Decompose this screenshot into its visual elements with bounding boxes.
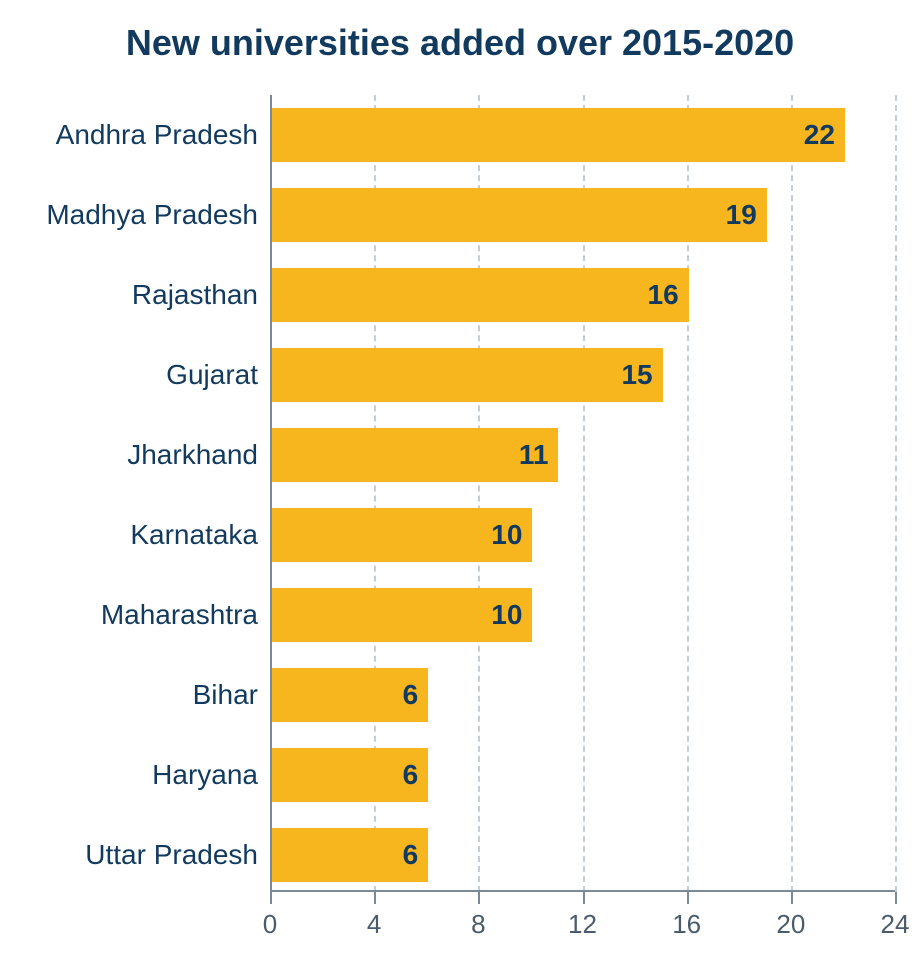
- x-tick: [374, 892, 376, 904]
- bar: 11: [272, 428, 558, 482]
- x-tick: [270, 892, 272, 904]
- bar: 10: [272, 588, 532, 642]
- bar-value-label: 10: [491, 519, 522, 551]
- x-tick-label: 16: [672, 909, 701, 940]
- bar: 6: [272, 748, 428, 802]
- bar: 22: [272, 108, 845, 162]
- y-category-label: Jharkhand: [0, 439, 258, 471]
- y-category-label: Uttar Pradesh: [0, 839, 258, 871]
- gridline: [895, 95, 897, 892]
- y-category-label: Haryana: [0, 759, 258, 791]
- y-category-label: Bihar: [0, 679, 258, 711]
- bar-value-label: 6: [403, 839, 419, 871]
- x-tick-label: 20: [776, 909, 805, 940]
- x-tick-label: 4: [367, 909, 381, 940]
- bar: 15: [272, 348, 663, 402]
- bar: 19: [272, 188, 767, 242]
- bar-value-label: 11: [519, 439, 549, 471]
- y-category-label: Gujarat: [0, 359, 258, 391]
- bar-value-label: 22: [804, 119, 835, 151]
- y-category-label: Madhya Pradesh: [0, 199, 258, 231]
- bar-value-label: 16: [648, 279, 679, 311]
- bar-value-label: 19: [726, 199, 757, 231]
- y-category-label: Andhra Pradesh: [0, 119, 258, 151]
- bar: 6: [272, 828, 428, 882]
- x-tick: [687, 892, 689, 904]
- y-category-label: Karnataka: [0, 519, 258, 551]
- bar-value-label: 15: [621, 359, 652, 391]
- x-tick: [478, 892, 480, 904]
- x-tick-label: 8: [471, 909, 485, 940]
- x-tick: [895, 892, 897, 904]
- x-tick-label: 0: [263, 909, 277, 940]
- bar: 16: [272, 268, 689, 322]
- y-category-label: Maharashtra: [0, 599, 258, 631]
- x-tick-label: 12: [568, 909, 597, 940]
- bar-value-label: 6: [403, 759, 419, 791]
- y-category-label: Rajasthan: [0, 279, 258, 311]
- x-tick: [791, 892, 793, 904]
- chart-title: New universities added over 2015-2020: [0, 22, 920, 64]
- x-tick: [583, 892, 585, 904]
- bar: 6: [272, 668, 428, 722]
- bar-value-label: 10: [491, 599, 522, 631]
- x-tick-label: 24: [881, 909, 910, 940]
- chart-container: New universities added over 2015-2020 22…: [0, 0, 920, 964]
- bar: 10: [272, 508, 532, 562]
- bar-value-label: 6: [403, 679, 419, 711]
- gridline: [791, 95, 793, 892]
